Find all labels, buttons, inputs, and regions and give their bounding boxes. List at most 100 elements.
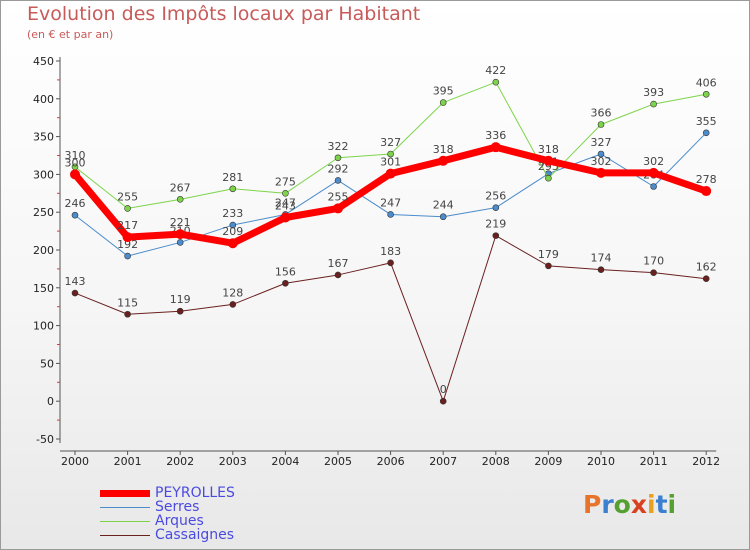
x-tick-label: 2005 (324, 455, 352, 468)
data-point-serres (387, 211, 394, 218)
data-label-peyrolles: 300 (65, 156, 86, 169)
data-point-arques (176, 196, 184, 203)
data-point-peyrolles (385, 168, 396, 179)
data-label-arques: 310 (65, 149, 86, 162)
data-point-serres (229, 221, 237, 229)
logo-letter: x (630, 490, 647, 519)
data-label-cassaignes: 179 (538, 248, 559, 261)
data-point-serres (650, 183, 657, 190)
y-tick-label: 350 (33, 131, 54, 144)
data-label-cassaignes: 156 (275, 265, 296, 278)
data-label-peyrolles: 221 (170, 216, 191, 229)
y-tick-label: 250 (33, 206, 54, 219)
data-point-serres (492, 204, 500, 211)
data-point-serres (439, 213, 447, 221)
data-point-cassaignes (650, 269, 657, 276)
data-point-arques (334, 154, 342, 162)
logo-letter: i (647, 490, 656, 519)
data-point-arques (597, 121, 605, 128)
data-point-arques (702, 90, 710, 98)
chart-title: Evolution des Impôts locaux par Habitant (27, 3, 421, 25)
y-tick-label: 150 (33, 282, 54, 295)
logo-letter: P (583, 490, 602, 519)
data-point-serres (176, 239, 184, 246)
data-point-cassaignes (597, 266, 605, 273)
data-label-peyrolles: 243 (275, 199, 296, 212)
legend-label: Cassaignes (155, 527, 235, 543)
x-tick-label: 2000 (61, 455, 89, 468)
logo-letter: r (601, 490, 614, 519)
proxiti-logo: Proxiti (583, 490, 676, 519)
data-point-peyrolles (70, 169, 80, 180)
legend-swatch (100, 486, 150, 500)
data-label-arques: 322 (328, 140, 349, 153)
data-label-peyrolles: 301 (380, 156, 401, 169)
data-point-serres (597, 150, 605, 158)
data-label-cassaignes: 115 (117, 296, 138, 309)
y-tick-label: 100 (33, 320, 54, 333)
logo-letter: o (613, 490, 631, 519)
data-label-arques: 327 (380, 136, 401, 149)
data-label-cassaignes: 162 (696, 261, 717, 274)
chart-subtitle: (en € et par an) (27, 28, 114, 41)
x-tick-label: 2006 (377, 455, 405, 468)
data-label-cassaignes: 174 (591, 252, 612, 265)
y-tick-label: -50 (36, 433, 54, 446)
data-point-arques (282, 190, 289, 197)
data-label-peyrolles: 318 (538, 143, 559, 156)
data-point-cassaignes (334, 271, 342, 279)
data-label-cassaignes: 167 (328, 257, 349, 270)
legend-label: Serres (155, 499, 200, 515)
data-label-peyrolles: 217 (117, 219, 138, 232)
data-label-cassaignes: 170 (643, 255, 664, 268)
data-label-cassaignes: 128 (222, 286, 243, 299)
data-label-serres: 246 (65, 197, 86, 210)
data-point-cassaignes (124, 310, 131, 318)
logo-letter: i (667, 490, 677, 519)
data-label-cassaignes: 143 (65, 275, 86, 288)
data-label-peyrolles: 336 (485, 129, 506, 142)
data-label-arques: 267 (170, 181, 191, 194)
data-point-peyrolles (280, 212, 291, 223)
data-label-arques: 393 (643, 86, 664, 99)
data-point-cassaignes (702, 275, 710, 283)
x-tick-label: 2001 (114, 455, 142, 468)
data-point-arques (387, 150, 394, 158)
data-point-peyrolles (438, 155, 449, 166)
chart-legend: PEYROLLES Serres Arques Cassaignes (100, 485, 300, 543)
x-tick-label: 2002 (166, 455, 194, 468)
data-label-serres: 327 (591, 136, 612, 149)
data-point-arques (492, 78, 500, 86)
data-label-serres: 244 (433, 199, 454, 212)
data-point-serres (334, 177, 342, 184)
legend-swatch (100, 528, 150, 542)
data-label-cassaignes: 119 (170, 293, 191, 306)
data-label-peyrolles: 318 (433, 143, 454, 156)
x-tick-label: 2004 (271, 455, 299, 468)
x-tick-label: 2003 (219, 455, 247, 468)
data-point-arques (650, 100, 657, 108)
legend-item-arques: Arques (100, 513, 300, 529)
data-label-peyrolles: 278 (696, 173, 717, 186)
data-label-peyrolles: 255 (328, 190, 349, 203)
legend-item-serres: Serres (100, 499, 300, 515)
data-point-arques (229, 185, 237, 193)
data-label-serres: 192 (117, 238, 138, 251)
data-point-arques (439, 99, 447, 106)
data-label-arques: 406 (696, 76, 717, 89)
data-point-cassaignes (282, 279, 289, 287)
legend-item-cassaignes: Cassaignes (100, 527, 300, 543)
data-point-peyrolles (175, 229, 186, 240)
y-tick-label: 50 (40, 357, 54, 370)
y-tick-label: 200 (33, 244, 54, 257)
data-label-peyrolles: 302 (643, 155, 664, 168)
legend-label: Arques (155, 513, 204, 529)
data-point-peyrolles (333, 203, 343, 214)
legend-label: PEYROLLES (155, 485, 235, 501)
x-tick-label: 2012 (692, 455, 720, 468)
x-tick-label: 2009 (534, 455, 562, 468)
legend-swatch (100, 500, 150, 514)
data-label-serres: 355 (696, 115, 717, 128)
